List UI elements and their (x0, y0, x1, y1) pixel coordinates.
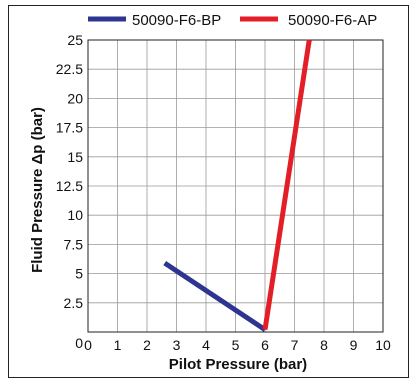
plot-area (87, 39, 384, 333)
x-tick-label: 10 (375, 337, 391, 353)
x-tick-label: 7 (291, 337, 299, 353)
x-tick-label: 9 (350, 337, 358, 353)
x-tick-label: 5 (232, 337, 240, 353)
series-line-0 (163, 261, 267, 332)
y-tick-label: 22.5 (56, 61, 83, 77)
x-tick-label: 0 (84, 337, 92, 353)
chart-frame (8, 5, 409, 378)
y-axis-title: Fluid Pressure Δp (bar) (29, 107, 46, 273)
series-line-1 (262, 39, 312, 331)
y-tick-label: 25 (67, 32, 83, 48)
y-tick-label: 0 (75, 335, 83, 351)
x-tick-label: 2 (143, 337, 151, 353)
x-axis-title: Pilot Pressure (bar) (169, 356, 307, 373)
y-tick-label: 5 (75, 266, 83, 282)
legend-label-bp: 50090-F6-BP (132, 12, 221, 29)
x-tick-label: 4 (202, 337, 210, 353)
x-tick-labels: 0 1 2 3 4 5 6 7 8 9 10 (84, 337, 391, 353)
grid-lines (87, 39, 384, 333)
y-tick-label: 7.5 (64, 236, 84, 252)
x-tick-label: 6 (261, 337, 269, 353)
x-tick-label: 3 (173, 337, 181, 353)
y-tick-label: 12.5 (56, 178, 83, 194)
y-tick-label: 2.5 (64, 295, 84, 311)
y-tick-label: 15 (67, 149, 83, 165)
y-tick-label: 17.5 (56, 120, 83, 136)
legend: 50090-F6-BP 50090-F6-AP (88, 12, 377, 29)
x-tick-label: 8 (320, 337, 328, 353)
series-lines (163, 39, 312, 332)
y-tick-labels: 0 2.5 5 7.5 10 12.5 15 17.5 20 22.5 25 (56, 32, 83, 351)
y-tick-label: 20 (67, 90, 83, 106)
legend-label-ap: 50090-F6-AP (288, 12, 377, 29)
x-tick-label: 1 (114, 337, 122, 353)
y-tick-label: 10 (67, 207, 83, 223)
